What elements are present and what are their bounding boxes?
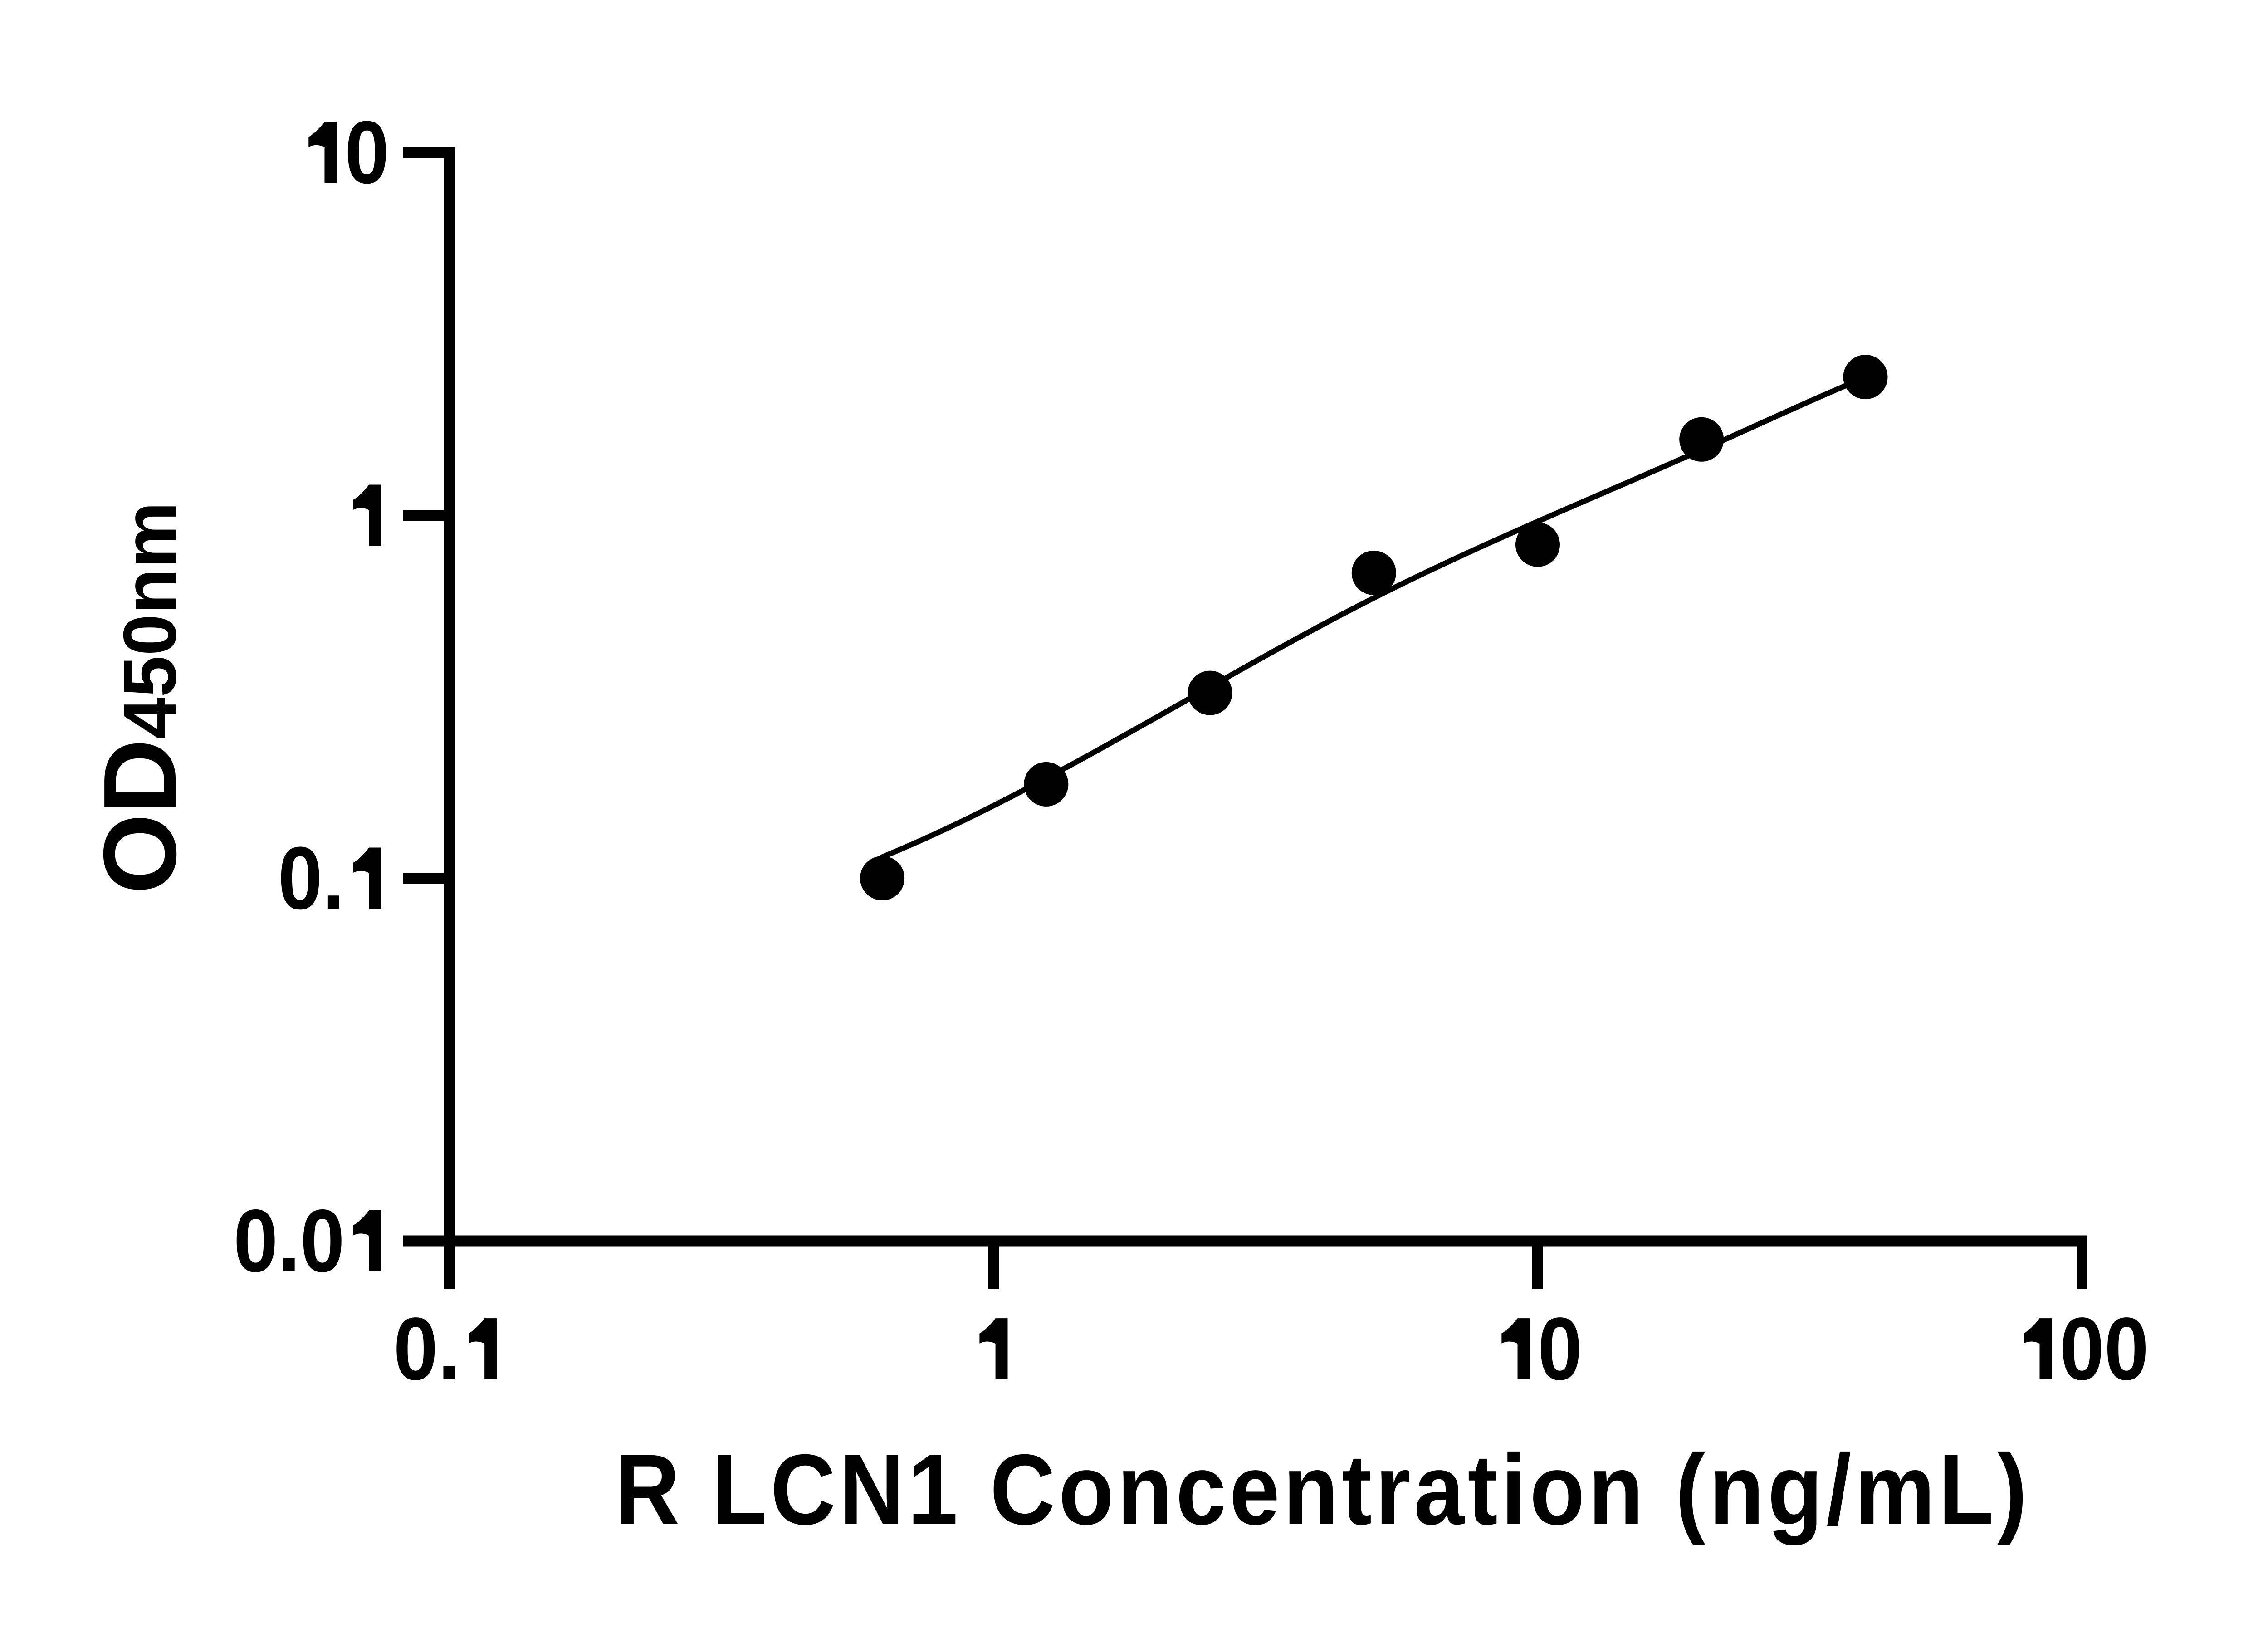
svg-text:0: 0 — [345, 103, 389, 202]
svg-text:0.: 0. — [393, 1299, 460, 1398]
svg-text:0: 0 — [1538, 1299, 1582, 1398]
svg-text:R LCN1 Concentration (ng/mL): R LCN1 Concentration (ng/mL) — [615, 1433, 2027, 1545]
svg-text:0.: 0. — [278, 828, 345, 928]
svg-text:0.0: 0.0 — [234, 1191, 345, 1291]
svg-text:00: 00 — [2060, 1299, 2149, 1398]
